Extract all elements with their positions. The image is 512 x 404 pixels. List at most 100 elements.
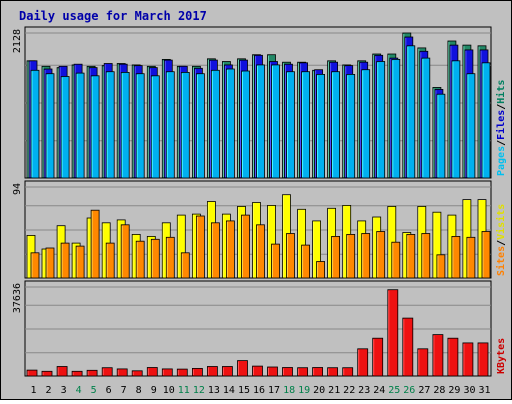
- bar-pages-day-17: [271, 64, 280, 179]
- bar-kbytes-day-17: [267, 366, 278, 377]
- bar-pages-day-22: [346, 74, 356, 179]
- bar-pages-day-26: [406, 45, 416, 179]
- bar-sites-day-4: [75, 245, 85, 279]
- bar-pages-day-16: [256, 64, 265, 179]
- bar-pages-day-13: [210, 69, 220, 179]
- day-label-17: 17: [268, 385, 280, 396]
- bar-kbytes-day-31: [477, 342, 489, 377]
- bar-kbytes-day-22: [342, 367, 354, 377]
- bar-pages-day-21: [331, 71, 341, 179]
- day-label-5: 5: [91, 385, 97, 396]
- bar-pages-day-24: [376, 61, 386, 179]
- bar-pages-day-9: [150, 75, 160, 179]
- bar-kbytes-day-10: [161, 368, 173, 377]
- bar-sites-day-31: [481, 231, 491, 279]
- bar-sites-day-10: [165, 236, 175, 279]
- bar-pages-day-2: [45, 73, 55, 179]
- y-max-label: 2128: [12, 29, 23, 53]
- bar-pages-day-23: [361, 69, 371, 179]
- bar-kbytes-day-12: [191, 367, 203, 377]
- bar-kbytes-day-7: [116, 368, 128, 377]
- bar-kbytes-day-15: [237, 360, 248, 377]
- bar-sites-day-8: [135, 240, 145, 279]
- bar-pages-day-15: [241, 70, 250, 179]
- day-label-31: 31: [478, 385, 490, 396]
- panel-visits-sites: 94 Sites/Visits: [12, 180, 507, 279]
- y-max-label: 94: [12, 183, 23, 195]
- bar-kbytes-day-9: [146, 367, 158, 377]
- day-label-19: 19: [298, 385, 310, 396]
- bar-pages-day-25: [391, 59, 401, 179]
- bar-kbytes-day-23: [357, 348, 369, 377]
- bar-sites-day-2: [45, 247, 55, 279]
- day-label-24: 24: [373, 385, 385, 396]
- day-label-26: 26: [403, 385, 415, 396]
- bar-kbytes-day-29: [447, 337, 459, 377]
- bar-kbytes-day-5: [86, 369, 98, 377]
- legend-entry: /: [496, 240, 507, 246]
- bar-kbytes-day-30: [462, 342, 474, 377]
- bar-sites-day-17: [271, 243, 280, 279]
- bar-pages-day-8: [135, 73, 145, 179]
- legend: Sites/Visits: [495, 204, 507, 276]
- day-label-15: 15: [238, 385, 250, 396]
- bar-pages-day-28: [436, 93, 446, 179]
- legend: Pages/Files/Hits: [495, 80, 507, 176]
- bar-pages-day-7: [120, 72, 130, 179]
- panel-kbytes: 37636 KBytes: [12, 280, 507, 377]
- bar-sites-day-7: [120, 224, 130, 279]
- bar-kbytes-day-19: [297, 367, 309, 377]
- day-label-6: 6: [106, 385, 112, 396]
- bar-sites-day-25: [391, 241, 401, 279]
- day-label-7: 7: [121, 385, 127, 396]
- bar-kbytes-day-6: [101, 367, 113, 377]
- bar-sites-day-21: [331, 235, 341, 279]
- bar-sites-day-26: [406, 233, 416, 279]
- day-label-25: 25: [388, 385, 400, 396]
- day-label-10: 10: [163, 385, 175, 396]
- legend-entry: Hits: [495, 80, 507, 104]
- bar-kbytes-day-28: [432, 334, 444, 377]
- day-label-27: 27: [418, 385, 430, 396]
- bar-sites-day-14: [225, 220, 235, 279]
- chart-title: Daily usage for March 2017: [19, 9, 207, 23]
- legend-entry: Sites: [495, 246, 507, 276]
- bar-kbytes-day-1: [26, 369, 38, 377]
- bar-kbytes-day-4: [71, 370, 83, 377]
- bar-sites-day-9: [150, 238, 160, 279]
- bar-pages-day-30: [466, 73, 476, 179]
- bar-pages-day-27: [421, 57, 431, 179]
- bar-kbytes-day-20: [312, 367, 324, 377]
- bar-sites-day-22: [346, 233, 356, 279]
- day-label-2: 2: [45, 385, 51, 396]
- bar-pages-day-31: [481, 62, 491, 179]
- legend-entry: Pages: [496, 146, 507, 176]
- day-label-28: 28: [433, 385, 445, 396]
- legend-entry: Files: [495, 110, 507, 140]
- bar-pages-day-3: [60, 76, 70, 179]
- day-label-3: 3: [61, 385, 67, 396]
- bar-sites-day-13: [210, 222, 220, 279]
- bar-pages-day-4: [75, 72, 85, 179]
- bar-sites-day-5: [90, 209, 100, 279]
- y-max-label: 37636: [12, 283, 23, 313]
- bar-kbytes-day-13: [206, 366, 218, 377]
- bar-sites-day-18: [286, 233, 295, 279]
- bar-kbytes-day-16: [252, 365, 263, 377]
- day-label-23: 23: [358, 385, 370, 396]
- bar-sites-day-29: [451, 235, 461, 279]
- bar-kbytes-day-26: [402, 317, 414, 377]
- day-label-21: 21: [328, 385, 340, 396]
- bar-pages-day-20: [316, 74, 326, 179]
- legend-entry: Visits: [495, 204, 507, 240]
- bar-kbytes-day-18: [282, 367, 293, 377]
- legend-entry: /: [496, 140, 507, 146]
- legend-entry: KBytes: [496, 338, 507, 374]
- bar-sites-day-30: [466, 236, 476, 279]
- bar-sites-day-27: [421, 233, 431, 279]
- bar-sites-day-20: [316, 261, 326, 279]
- bar-kbytes-day-25: [387, 289, 399, 377]
